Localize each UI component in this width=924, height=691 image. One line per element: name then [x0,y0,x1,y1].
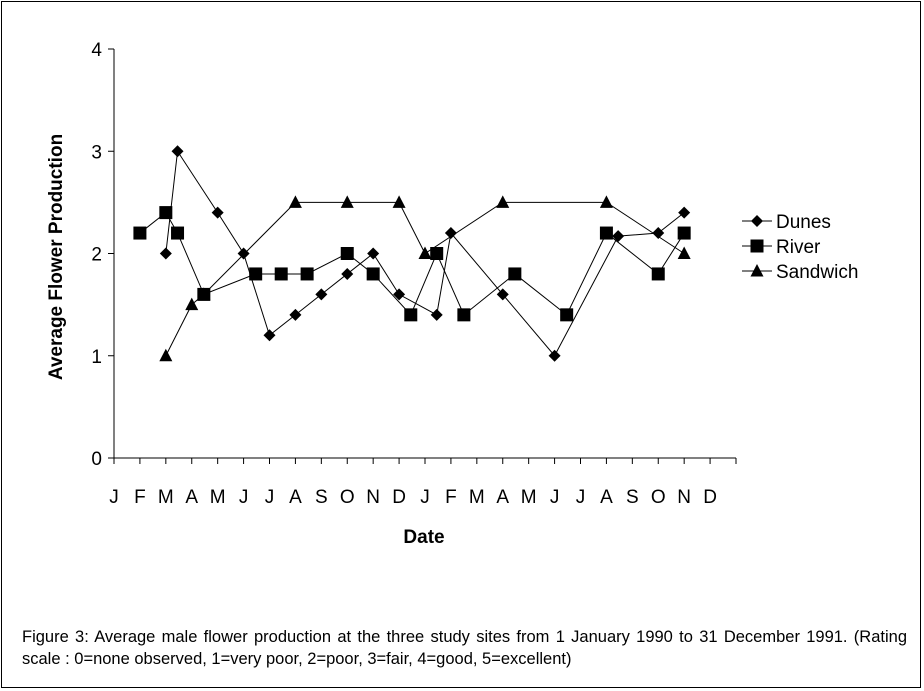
data-point-river [340,247,354,260]
data-point-river [457,308,471,322]
legend: Dunes River Sandwich [742,212,858,283]
x-tick-label: A [289,487,302,508]
x-tick-label: M [521,487,537,508]
y-tick-label: 4 [91,40,102,61]
data-point-dunes [289,308,302,321]
legend-label-sandwich: Sandwich [776,262,858,283]
data-point-river [249,267,263,281]
x-tick-label: F [134,487,146,508]
x-axis-title: Date [403,527,444,548]
data-point-dunes [444,227,457,240]
x-tick-label: O [651,487,666,508]
x-tick-label: N [366,487,380,508]
data-point-dunes [237,247,250,260]
x-tick-label: J [576,487,586,508]
series-river [133,206,691,322]
data-point-dunes [678,206,691,219]
data-point-dunes [612,230,625,243]
data-point-sandwich [159,348,173,362]
data-point-river [171,226,185,240]
legend-item-sandwich: Sandwich [742,262,858,283]
x-tick-label: J [265,487,275,508]
legend-marker-sandwich [750,264,764,277]
x-tick-label: S [315,487,328,508]
data-point-dunes [367,247,380,260]
x-tick-label: M [158,487,174,508]
data-point-dunes [548,349,561,362]
data-point-dunes [496,288,509,301]
series-sandwich [159,195,691,362]
legend-marker-dunes [751,215,763,227]
x-tick-label: S [626,487,639,508]
data-point-dunes [341,267,354,280]
data-point-dunes [263,329,276,342]
data-point-sandwich [340,195,354,208]
data-point-river [300,267,314,281]
x-tick-label: M [210,487,226,508]
data-point-river [133,226,147,240]
data-point-river [560,308,574,322]
x-tick-label: N [677,487,691,508]
x-tick-label: J [109,487,119,508]
x-tick-label: M [469,487,485,508]
x-tick-label: A [496,487,509,508]
legend-marker-river [750,239,764,253]
data-point-dunes [393,288,406,301]
data-point-river [599,226,613,240]
data-point-dunes [315,288,328,301]
x-tick-label: J [420,487,430,508]
data-point-sandwich [197,287,211,300]
data-point-sandwich [392,195,406,208]
data-point-river [159,206,173,220]
data-point-river [430,247,444,260]
data-point-dunes [171,145,184,158]
legend-label-dunes: Dunes [776,212,831,233]
figure-caption: Figure 3: Average male flower production… [22,628,907,668]
data-point-river [404,308,418,322]
x-tick-label: D [392,487,406,508]
data-point-sandwich [496,195,510,208]
data-point-river [274,267,288,281]
y-axis-title: Average Flower Production [46,134,67,380]
legend-item-dunes: Dunes [742,212,831,233]
data-point-sandwich [599,195,613,208]
x-tick-label: J [550,487,560,508]
data-point-river [677,226,691,240]
data-point-river [508,267,522,281]
data-point-river [651,267,665,281]
y-tick-label: 1 [91,347,102,368]
data-point-sandwich [677,246,691,259]
x-tick-label: O [340,487,355,508]
y-tick-label: 0 [91,449,102,470]
data-point-dunes [652,227,665,240]
x-tick-label: A [185,487,198,508]
data-point-dunes [430,308,443,321]
x-tick-label: F [445,487,457,508]
x-tick-label: D [703,487,717,508]
data-point-dunes [211,206,224,219]
data-point-river [366,267,380,281]
series-dunes [159,145,691,362]
x-tick-label: A [600,487,613,508]
data-point-sandwich [288,195,302,208]
data-point-dunes [159,247,172,260]
data-point-sandwich [418,246,432,259]
y-axis: 0 1 2 3 4 [91,40,115,470]
y-tick-label: 3 [91,142,102,163]
data-point-sandwich [185,297,199,311]
y-tick-label: 2 [91,245,102,266]
legend-item-river: River [742,237,821,258]
legend-label-river: River [776,237,821,258]
chart-series [133,145,691,362]
x-tick-label: J [239,487,249,508]
